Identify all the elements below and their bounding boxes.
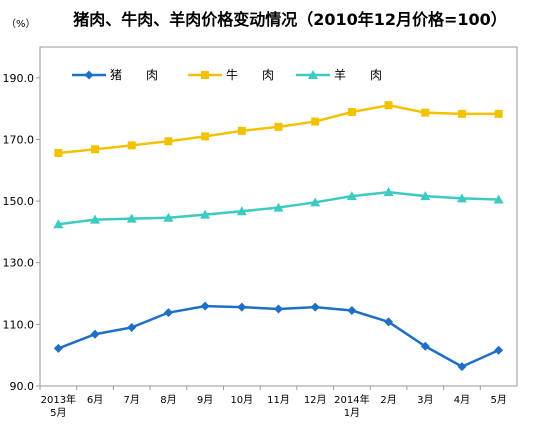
x-tick-label: 12月: [304, 394, 327, 406]
legend-marker: [201, 71, 209, 79]
data-point: [311, 117, 320, 126]
data-point: [493, 194, 504, 204]
legend-marker: [84, 70, 94, 80]
data-point: [54, 149, 63, 158]
x-tick-label: 8月: [160, 394, 176, 406]
data-point: [127, 322, 137, 332]
data-point: [347, 108, 356, 117]
series-line: [57, 304, 500, 368]
data-point: [90, 329, 100, 339]
series-0: [53, 301, 504, 372]
data-point: [456, 193, 467, 203]
data-point: [201, 132, 210, 141]
data-point: [494, 109, 503, 118]
y-tick-label: 190.0: [3, 72, 35, 85]
data-point: [494, 345, 504, 355]
x-tick-label: 6月: [87, 394, 103, 406]
x-tick-label: 7月: [124, 394, 140, 406]
x-tick-label: 11月: [267, 394, 290, 406]
data-point: [346, 191, 357, 201]
y-tick-label: 110.0: [3, 318, 35, 331]
legend-item: 猪 肉: [72, 68, 158, 82]
data-point: [200, 209, 211, 219]
data-point: [420, 191, 431, 201]
data-point: [163, 308, 173, 318]
legend-label: 猪 肉: [110, 68, 158, 82]
legend-marker: [308, 70, 318, 79]
x-tick-label: 5月: [490, 394, 506, 406]
data-point: [53, 343, 63, 353]
x-tick-label: 2014年: [334, 393, 369, 406]
data-point: [127, 141, 136, 150]
y-tick-label: 170.0: [3, 133, 35, 146]
data-point: [457, 362, 467, 372]
legend-label: 牛 肉: [226, 67, 274, 82]
series-2: [53, 187, 504, 229]
data-point: [384, 317, 394, 327]
y-tick-label: 90.0: [10, 380, 35, 393]
data-point: [310, 197, 321, 207]
y-tick-label: 130.0: [3, 257, 35, 270]
data-point: [273, 202, 284, 212]
y-axis: 90.0 110.0 130.0 150.0 170.0 190.0: [3, 72, 40, 393]
data-point: [91, 145, 100, 154]
data-point: [237, 126, 246, 135]
data-point: [200, 301, 210, 311]
data-point: [310, 302, 320, 312]
data-point: [53, 219, 64, 229]
y-unit-label: （%）: [6, 18, 36, 30]
x-tick-label: 2月: [380, 394, 396, 406]
y-tick-label: 150.0: [3, 195, 35, 208]
data-point: [347, 305, 357, 315]
legend: 猪 肉牛 肉羊 肉: [72, 67, 382, 82]
data-point: [163, 212, 174, 222]
data-point: [274, 304, 283, 314]
legend-label: 羊 肉: [334, 67, 382, 82]
x-tick-label: 9月: [197, 394, 213, 406]
x-tick-label: 3月: [417, 394, 433, 406]
data-point: [236, 206, 247, 216]
x-tick-label: 5月: [50, 407, 66, 419]
plot-area: [39, 46, 518, 387]
chart-title: 猪肉、牛肉、羊肉价格变动情况（2010年12月价格=100）: [72, 10, 507, 29]
legend-item: 牛 肉: [188, 67, 274, 82]
x-tick-label: 4月: [454, 394, 470, 406]
series-1: [54, 101, 503, 158]
data-point: [164, 137, 173, 146]
legend-item: 羊 肉: [296, 67, 382, 82]
data-point: [126, 213, 137, 223]
x-tick-label: 1月: [344, 407, 360, 419]
data-point: [420, 341, 430, 351]
data-point: [383, 187, 394, 197]
data-point: [384, 101, 393, 110]
data-point: [421, 108, 430, 117]
x-tick-label: 2013年: [41, 393, 76, 406]
data-point: [274, 122, 283, 131]
data-point: [457, 109, 466, 118]
x-tick-label: 10月: [230, 394, 253, 406]
data-point: [90, 214, 101, 224]
data-point: [237, 302, 247, 312]
series-layer: [53, 101, 504, 372]
